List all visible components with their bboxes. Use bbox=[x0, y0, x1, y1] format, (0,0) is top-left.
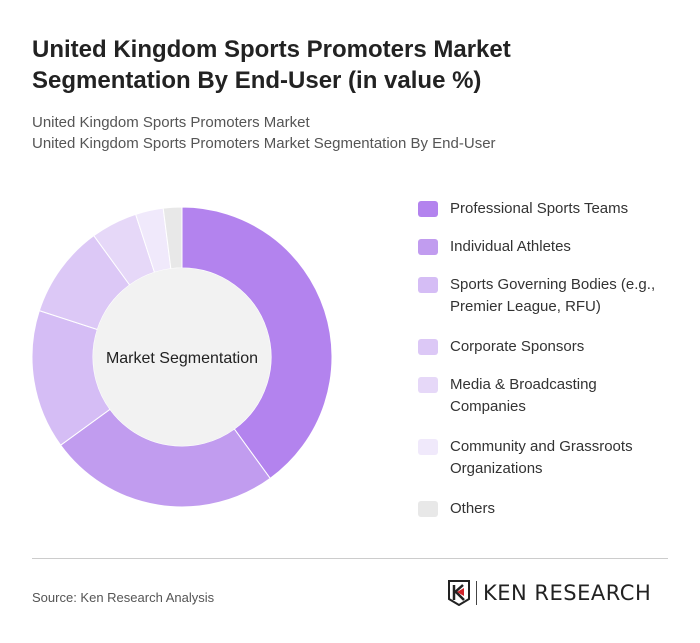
chart-title: United Kingdom Sports Promoters Market S… bbox=[32, 36, 511, 94]
ken-research-logo: KEN RESEARCH bbox=[448, 580, 651, 606]
legend-swatch bbox=[418, 277, 438, 293]
legend-item: Sports Governing Bodies (e.g., Premier L… bbox=[418, 274, 670, 318]
legend-swatch bbox=[418, 201, 438, 217]
subtitle-segmentation: United Kingdom Sports Promoters Market S… bbox=[32, 135, 496, 152]
center-label: Market Segmentation bbox=[106, 350, 258, 367]
legend-label: Individual Athletes bbox=[450, 238, 571, 255]
donut-center bbox=[93, 268, 271, 446]
legend-swatch bbox=[418, 439, 438, 455]
legend-swatch bbox=[418, 239, 438, 255]
legend-label: Corporate Sponsors bbox=[450, 338, 585, 355]
logo-divider bbox=[476, 581, 477, 605]
legend-label: Community and Grassroots Organizations bbox=[450, 438, 633, 477]
legend-label: Sports Governing Bodies (e.g., Premier L… bbox=[450, 276, 656, 315]
legend-swatch bbox=[418, 339, 438, 355]
donut-slice-1 bbox=[181, 206, 333, 480]
subtitle-market: United Kingdom Sports Promoters Market bbox=[32, 114, 310, 131]
logo-text: KEN RESEARCH bbox=[483, 581, 652, 605]
legend-label: Professional Sports Teams bbox=[450, 200, 629, 217]
legend-item: Individual Athletes bbox=[418, 236, 670, 258]
legend-item: Community and Grassroots Organizations bbox=[418, 436, 670, 480]
legend-item: Media & Broadcasting Companies bbox=[418, 374, 670, 418]
donut-slice-2 bbox=[59, 408, 271, 508]
legend-swatch bbox=[418, 501, 438, 517]
legend-item: Others bbox=[418, 498, 670, 520]
legend-label: Others bbox=[450, 500, 496, 517]
source-note: Source: Ken Research Analysis bbox=[32, 590, 215, 605]
logo-shield-icon bbox=[448, 580, 470, 606]
legend-label: Media & Broadcasting Companies bbox=[450, 376, 597, 415]
legend-swatch bbox=[418, 377, 438, 393]
legend-item: Professional Sports Teams bbox=[418, 198, 670, 220]
legend-item: Corporate Sponsors bbox=[418, 336, 670, 358]
donut-chart: Market Segmentation bbox=[31, 206, 333, 508]
divider bbox=[32, 558, 668, 559]
